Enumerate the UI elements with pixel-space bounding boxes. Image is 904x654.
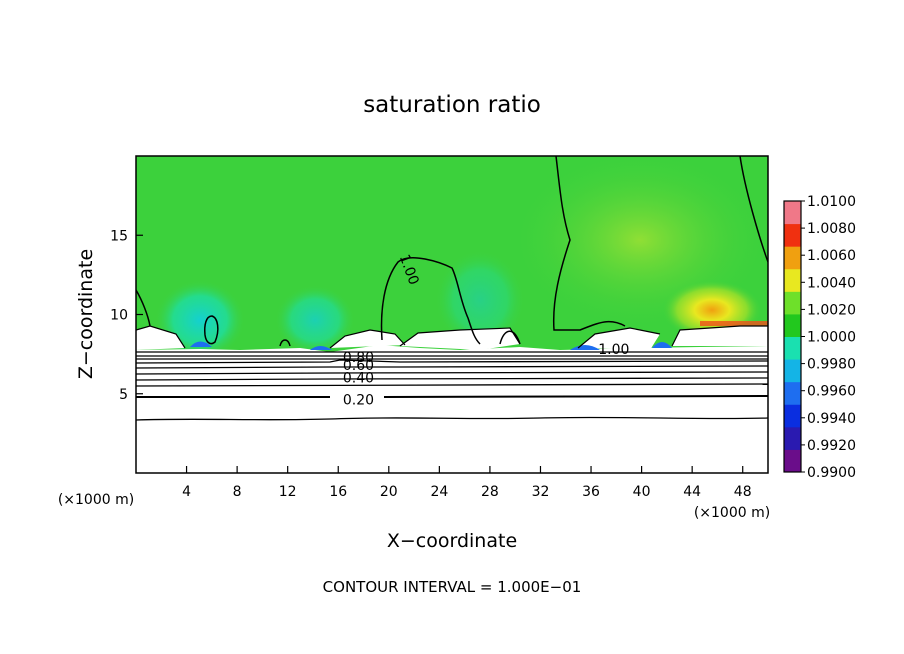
cloud-lobe-3 (400, 328, 520, 350)
x-tick-label: 8 (233, 484, 242, 500)
colorbar-swatch (784, 449, 801, 473)
blue-pocket-1 (190, 341, 212, 347)
x-tick-label: 24 (430, 484, 448, 500)
y-tick-label: 10 (110, 308, 128, 324)
colorbar-swatch (784, 381, 801, 405)
x-tick-label: 36 (582, 484, 600, 500)
contour-label: 1.00 (598, 342, 629, 358)
warm-layer (700, 321, 768, 326)
colorbar-swatch (784, 426, 801, 450)
subsaturated-region (136, 345, 768, 473)
colorbar-tick-label: 1.0000 (807, 330, 856, 346)
plot-area: 1.001.000.800.600.400.20 (136, 156, 768, 473)
x-tick-label: 48 (734, 484, 752, 500)
contour-label: 0.40 (343, 370, 374, 386)
y-axis-label: Z−coordinate (75, 249, 97, 379)
colorbar-swatch (784, 336, 801, 360)
contour-lines-saturation (136, 156, 768, 347)
contour-label: 0.80 (343, 350, 374, 366)
contour-label-group: 0.80 (343, 350, 374, 366)
contour-label-group: 0.40 (343, 370, 374, 386)
chart-title: saturation ratio (363, 92, 541, 118)
cloud-lobe-5 (672, 326, 768, 346)
y-axis-ticks: 5 10 15 (110, 228, 143, 403)
blue-pocket-2 (310, 346, 332, 350)
cloud-lobe-2 (330, 330, 405, 348)
colorbar-tick-label: 0.9920 (807, 438, 856, 454)
x-unit-label: (×1000 m) (694, 505, 770, 521)
colorbar-swatch (784, 404, 801, 428)
colorbar-swatch (784, 359, 801, 383)
cool-region-mid (275, 285, 355, 355)
y-tick-label: 5 (119, 387, 128, 403)
cool-region-mid2 (435, 250, 525, 350)
blue-pocket-4 (652, 342, 672, 348)
colorbar-tick-label: 0.9960 (807, 384, 856, 400)
colorbar-tick-label: 0.9900 (807, 465, 856, 481)
colorbar-swatch (784, 313, 801, 337)
colorbar: 0.9900 0.9920 0.9940 0.9960 0.9980 1.0000 1.00… (783, 194, 856, 481)
colorbar-swatch (784, 201, 801, 225)
x-tick-label: 44 (683, 484, 701, 500)
cloud-outlines (136, 325, 768, 349)
contour-lines-lower (136, 351, 768, 421)
x-tick-label: 12 (279, 484, 297, 500)
colorbar-swatch (784, 223, 801, 247)
colorbar-tick-label: 1.0040 (807, 275, 856, 291)
colorbar-tick-label: 0.9940 (807, 411, 856, 427)
colorbar-swatch (784, 268, 801, 292)
colorbar-swatch (784, 246, 801, 270)
colorbar-tick-label: 1.0100 (807, 194, 856, 210)
y-unit-label: (×1000 m) (58, 492, 134, 508)
contour-label-group: 0.60 (343, 358, 374, 374)
contour-label: 0.60 (343, 358, 374, 374)
x-tick-label: 32 (532, 484, 550, 500)
contour-labels: 1.001.000.800.600.400.20 (343, 252, 629, 409)
x-tick-label: 16 (329, 484, 347, 500)
x-tick-label: 40 (633, 484, 651, 500)
x-tick-label: 4 (182, 484, 191, 500)
x-tick-label: 28 (481, 484, 499, 500)
contour-label-group: 0.20 (343, 393, 374, 409)
colorbar-swatch (784, 291, 801, 315)
colorbar-tick-label: 0.9980 (807, 357, 856, 373)
colorbar-tick-label: 1.0060 (807, 248, 856, 264)
contour-label: 0.20 (343, 393, 374, 409)
cloud-lobe-1 (136, 326, 185, 350)
contour-interval-footer: CONTOUR INTERVAL = 1.000E−01 (323, 578, 582, 596)
x-axis-ticks: 4 8 12 16 20 24 28 32 36 40 44 48 (182, 466, 752, 500)
x-axis-label: X−coordinate (387, 530, 517, 552)
contour-label-group: 1.00 (598, 342, 629, 358)
x-tick-label: 20 (380, 484, 398, 500)
y-tick-label: 15 (110, 228, 128, 244)
colorbar-tick-label: 1.0020 (807, 302, 856, 318)
blue-pocket-3 (570, 345, 600, 350)
colorbar-tick-label: 1.0080 (807, 221, 856, 237)
